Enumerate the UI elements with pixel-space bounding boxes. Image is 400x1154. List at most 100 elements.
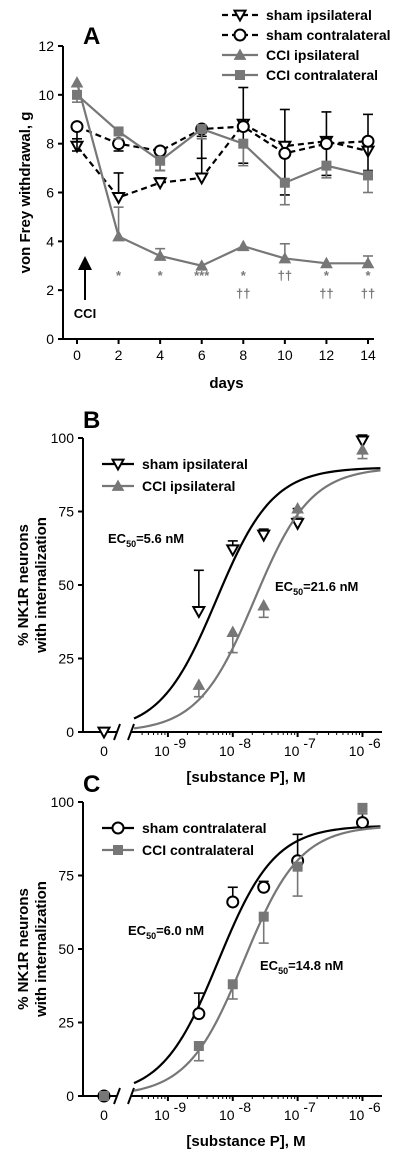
- legend-b: sham ipsilateral CCI ipsilateral: [102, 456, 248, 494]
- series-CCI-ipsilateral: [133, 443, 381, 730]
- data-point: [257, 599, 271, 611]
- data-point: [236, 239, 250, 252]
- x-tick-label: 10: [219, 743, 235, 759]
- y-tick-label: 75: [58, 504, 74, 520]
- ec50-prefix: EC: [275, 579, 294, 594]
- data-point: [70, 76, 84, 88]
- data-point: [363, 170, 373, 181]
- x-tick-label: 10: [219, 1107, 235, 1123]
- x-tick-exponent: -8: [239, 735, 252, 751]
- x-tick-exponent: -6: [368, 735, 381, 751]
- legend-c: sham contralateral CCI contralateral: [102, 820, 267, 858]
- series-line: [76, 94, 369, 185]
- data-point: [196, 124, 207, 135]
- data-point: [361, 134, 375, 148]
- data-point: [277, 140, 293, 154]
- ec50-label: EC50=6.0 nM: [128, 923, 204, 941]
- significance-mark: ††: [361, 286, 375, 301]
- significance-mark: ††: [319, 286, 333, 301]
- y-tick-label: 100: [51, 794, 75, 810]
- x-tick-label: 8: [239, 347, 247, 363]
- legend-label: sham ipsilateral: [266, 7, 372, 23]
- data-point: [194, 172, 209, 186]
- y-tick-label: 0: [66, 724, 74, 740]
- legend-marker: [235, 70, 245, 80]
- y-axis-label-line2: with internalization: [33, 881, 50, 1018]
- ec50-subscript: 50: [146, 931, 156, 941]
- y-tick-label: 50: [58, 577, 74, 593]
- y-tick-label: 10: [38, 87, 54, 103]
- axis-break: [127, 1087, 135, 1105]
- arrow-label: CCI: [74, 306, 96, 321]
- axis-break: [127, 723, 135, 741]
- legend-marker: [111, 821, 125, 835]
- data-point: [111, 191, 126, 205]
- series-sham-contralateral: [97, 812, 381, 1103]
- panel-label-c: C: [83, 771, 100, 798]
- x-tick-label: 10: [284, 743, 300, 759]
- ec50-value: =6.0 nM: [156, 923, 204, 938]
- x-tick-exponent: -9: [174, 1099, 187, 1115]
- arrow-head: [78, 256, 92, 270]
- legend-label: CCI ipsilateral: [142, 478, 235, 494]
- ec50-prefix: EC: [260, 958, 279, 973]
- ec50-value: =14.8 nM: [288, 958, 343, 973]
- data-point: [361, 256, 375, 269]
- data-point: [236, 120, 250, 134]
- data-point: [227, 979, 238, 990]
- x-axis-label: days: [209, 375, 243, 392]
- ec50-label: EC50=5.6 nM: [108, 531, 184, 549]
- series-line: [76, 125, 369, 155]
- ec50-label: EC50=21.6 nM: [275, 579, 358, 597]
- series-line: [75, 82, 368, 267]
- x-axis-label: [substance P], M: [186, 1133, 305, 1150]
- significance-mark: ††: [236, 286, 250, 301]
- data-point: [278, 146, 292, 160]
- data-point: [292, 861, 303, 872]
- series-sham-ipsilateral: [96, 434, 381, 740]
- data-point: [70, 120, 84, 134]
- legend-label: sham contralateral: [266, 27, 391, 43]
- data-point: [357, 802, 368, 813]
- panel-label-b: B: [83, 407, 100, 434]
- data-point: [320, 256, 333, 269]
- data-point: [192, 678, 206, 690]
- data-point: [195, 259, 209, 271]
- x-tick-label: 2: [115, 347, 123, 363]
- data-point: [291, 502, 304, 514]
- x-tick-exponent: -9: [174, 735, 187, 751]
- data-point: [192, 1007, 206, 1021]
- data-point: [257, 880, 271, 894]
- data-point: [191, 606, 207, 620]
- panel-a: A 0 2 4 6 8 10 12 0 2 4 6 8 10 12 14 days von Frey withdr…: [17, 7, 391, 392]
- x-tick-exponent: -7: [303, 735, 316, 751]
- y-tick-label: 8: [46, 136, 54, 152]
- x-tick-label: 0: [100, 1107, 108, 1123]
- y-tick-label: 50: [58, 941, 74, 957]
- significance-mark: ††: [278, 268, 292, 283]
- data-point: [153, 144, 167, 158]
- ec50-value: =5.6 nM: [136, 531, 184, 546]
- significance-mark: *: [365, 268, 371, 283]
- legend-marker: [111, 479, 125, 491]
- ec50-prefix: EC: [108, 531, 127, 546]
- y-tick-label: 25: [58, 651, 74, 667]
- y-tick-label: 100: [51, 430, 75, 446]
- ec50-value: =21.6 nM: [303, 579, 358, 594]
- legend-marker: [233, 48, 247, 60]
- x-tick-label: 10: [277, 347, 293, 363]
- data-point: [256, 529, 271, 543]
- ec50-subscript: 50: [293, 587, 303, 597]
- fit-curve: [133, 826, 381, 1092]
- x-tick-label: 0: [73, 347, 81, 363]
- ec50-label: EC50=14.8 nM: [260, 958, 343, 976]
- legend-label: CCI contralateral: [142, 842, 254, 858]
- data-point: [112, 137, 126, 151]
- data-point: [112, 229, 125, 242]
- ec50-prefix: EC: [128, 923, 147, 938]
- x-tick-label: 4: [156, 347, 164, 363]
- series-CCI-contralateral: [72, 89, 373, 206]
- data-point: [355, 435, 370, 449]
- y-tick-label: 0: [66, 1088, 74, 1104]
